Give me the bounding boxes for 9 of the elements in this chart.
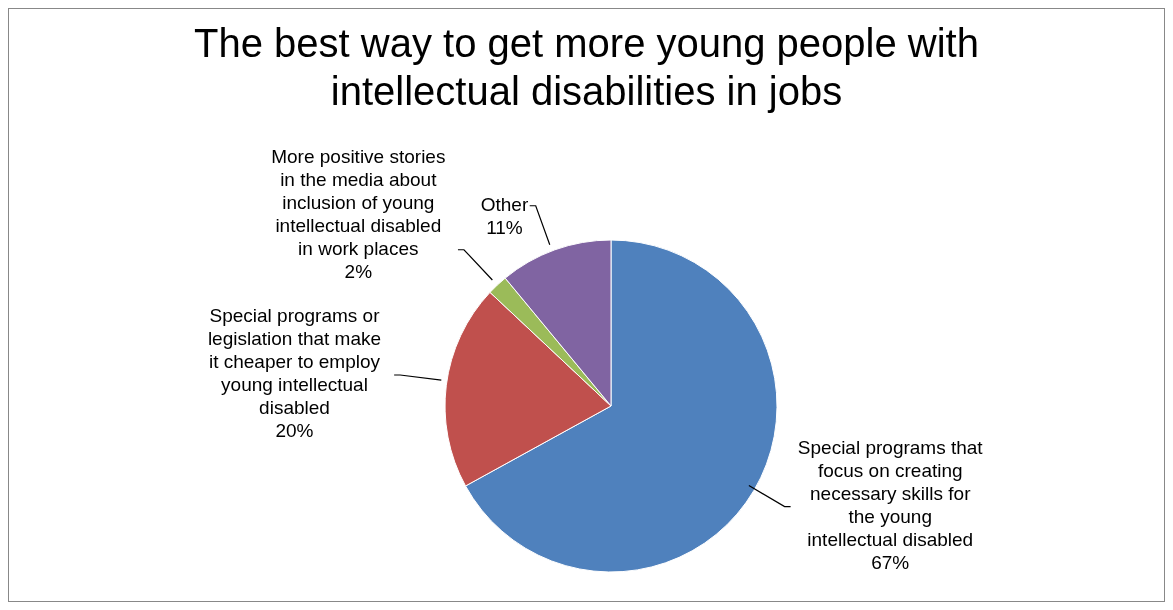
slice-label: Special programs or legislation that make it cheaper to employ young intellectual disabled <box>207 305 382 419</box>
chart-title: The best way to get more young people with intellectual disabilities in jobs <box>193 20 980 115</box>
slice-label: More positive stories in the media about inclusion of young intellectual disabled in work places <box>271 145 446 259</box>
slice-label: Special programs that focus on creating necessary skills for the young intellectual disabled <box>797 437 984 551</box>
data-label: 11% <box>486 216 523 238</box>
slice-label: Other <box>480 193 529 215</box>
data-label: 2% <box>344 260 373 282</box>
data-label: 20% <box>275 420 314 442</box>
data-label: 67% <box>871 552 910 574</box>
